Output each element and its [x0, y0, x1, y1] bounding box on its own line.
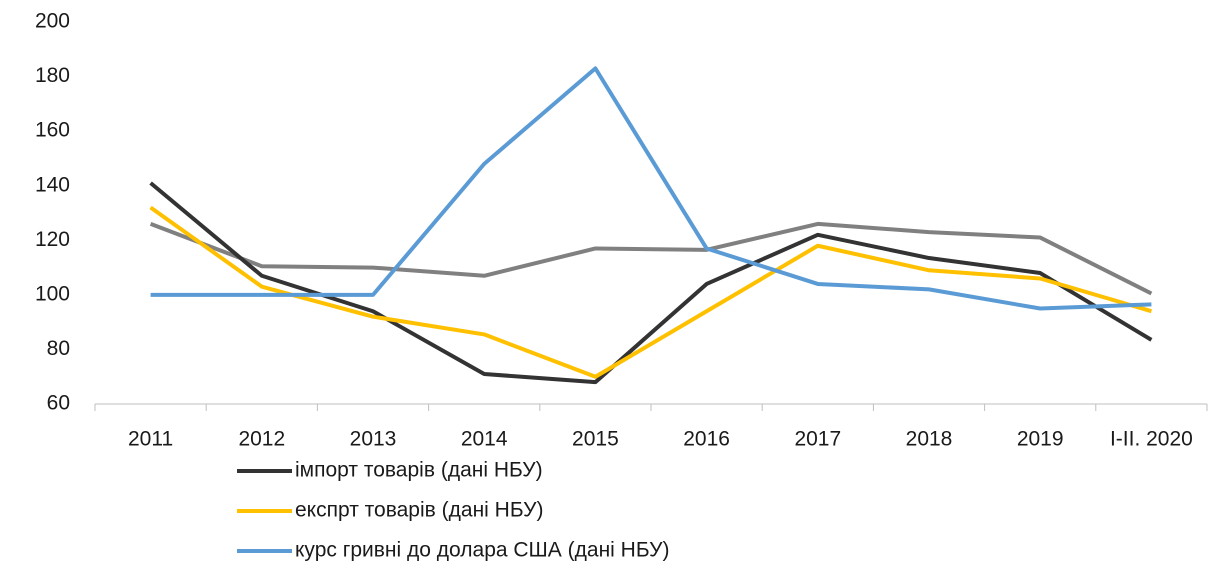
y-tick-label: 60: [47, 392, 70, 415]
series-line: [150, 66, 1152, 311]
y-tick-label: 140: [35, 173, 70, 196]
x-tick-label: 2015: [572, 428, 619, 451]
x-tick-label: 2012: [238, 428, 285, 451]
series-line: [149, 221, 1153, 296]
x-tick-label: 2018: [906, 428, 953, 451]
x-tick-label: 2014: [461, 428, 508, 451]
x-tick-label: 2017: [794, 428, 841, 451]
y-tick-label: 80: [47, 337, 70, 360]
y-tick-label: 120: [35, 228, 70, 251]
y-tick-label: 200: [35, 10, 70, 33]
legend-label: курс гривні до долара США (дані НБУ): [295, 539, 669, 561]
x-tick-label: I-II. 2020: [1110, 428, 1193, 451]
series-line: [149, 181, 1153, 385]
x-tick-label: 2013: [350, 428, 397, 451]
x-tick-label: 2019: [1017, 428, 1064, 451]
y-tick-label: 160: [35, 119, 70, 142]
x-tick-label: 2011: [128, 428, 173, 451]
y-tick-label: 180: [35, 64, 70, 87]
legend-label: експрт товарів (дані НБУ): [295, 499, 543, 522]
series-line: [149, 205, 1152, 379]
y-tick-label: 100: [35, 282, 70, 305]
legend-label: імпорт товарів (дані НБУ): [295, 459, 543, 482]
x-tick-label: 2016: [683, 428, 730, 451]
